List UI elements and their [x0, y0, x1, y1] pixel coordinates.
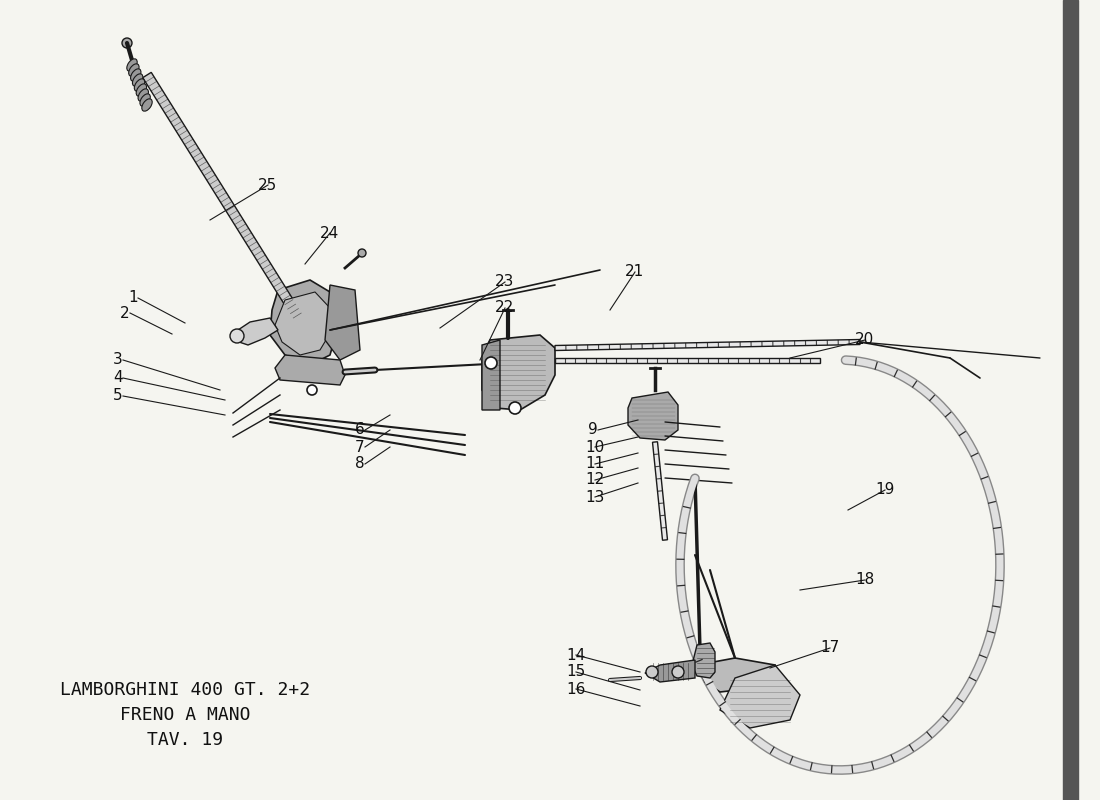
Ellipse shape — [136, 84, 146, 96]
Text: 10: 10 — [585, 439, 604, 454]
Polygon shape — [645, 660, 695, 682]
Polygon shape — [700, 658, 776, 692]
Circle shape — [646, 666, 658, 678]
Text: 5: 5 — [113, 389, 122, 403]
Polygon shape — [143, 72, 305, 322]
Text: 11: 11 — [585, 457, 604, 471]
Text: FRENO A MANO: FRENO A MANO — [120, 706, 251, 724]
Text: 16: 16 — [566, 682, 585, 697]
Text: LAMBORGHINI 400 GT. 2+2: LAMBORGHINI 400 GT. 2+2 — [59, 681, 310, 699]
Text: 18: 18 — [855, 573, 875, 587]
Circle shape — [672, 666, 684, 678]
Text: 25: 25 — [258, 178, 277, 193]
Ellipse shape — [140, 94, 151, 106]
Ellipse shape — [132, 74, 143, 86]
Polygon shape — [482, 340, 500, 410]
Polygon shape — [556, 358, 820, 362]
Text: 6: 6 — [355, 422, 365, 438]
Polygon shape — [720, 665, 800, 728]
Ellipse shape — [142, 99, 152, 111]
Text: 13: 13 — [585, 490, 604, 505]
Text: 2: 2 — [120, 306, 130, 321]
Circle shape — [307, 385, 317, 395]
Polygon shape — [233, 318, 278, 345]
Text: 8: 8 — [355, 457, 364, 471]
Ellipse shape — [131, 69, 141, 81]
Polygon shape — [482, 335, 556, 410]
Text: 7: 7 — [355, 439, 364, 454]
Polygon shape — [628, 392, 678, 440]
Text: 3: 3 — [113, 353, 123, 367]
Polygon shape — [324, 285, 360, 360]
Text: 4: 4 — [113, 370, 122, 386]
Polygon shape — [275, 355, 345, 385]
Polygon shape — [270, 280, 340, 365]
Circle shape — [485, 357, 497, 369]
Ellipse shape — [126, 59, 138, 71]
Polygon shape — [275, 292, 332, 355]
Text: 23: 23 — [495, 274, 515, 290]
Text: 19: 19 — [874, 482, 894, 498]
Text: 20: 20 — [855, 333, 875, 347]
Ellipse shape — [134, 79, 145, 91]
Polygon shape — [652, 442, 668, 540]
Text: 1: 1 — [128, 290, 138, 306]
Text: 21: 21 — [625, 265, 645, 279]
Bar — [1063, 0, 1078, 800]
Text: 14: 14 — [566, 647, 585, 662]
Text: TAV. 19: TAV. 19 — [147, 731, 223, 749]
Text: 17: 17 — [820, 641, 839, 655]
Circle shape — [358, 249, 366, 257]
Text: 12: 12 — [585, 473, 604, 487]
Text: 9: 9 — [588, 422, 597, 438]
Text: 22: 22 — [495, 301, 515, 315]
Ellipse shape — [129, 64, 139, 76]
Polygon shape — [692, 643, 715, 678]
Circle shape — [122, 38, 132, 48]
Ellipse shape — [139, 89, 148, 101]
Text: 15: 15 — [566, 665, 585, 679]
Circle shape — [230, 329, 244, 343]
Text: 24: 24 — [320, 226, 339, 241]
Circle shape — [509, 402, 521, 414]
Polygon shape — [556, 339, 860, 350]
